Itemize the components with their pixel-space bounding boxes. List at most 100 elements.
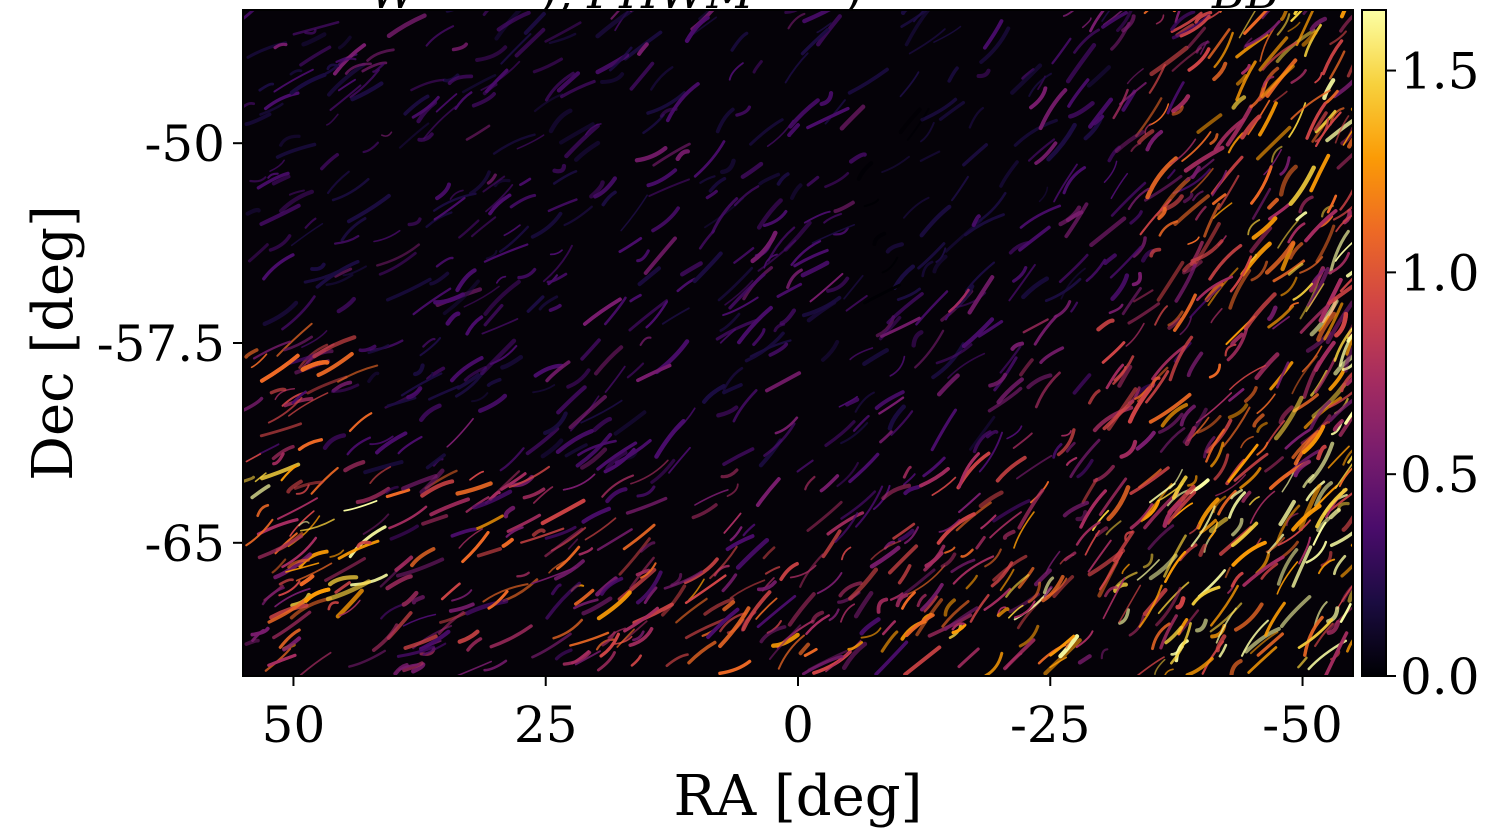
filament-stroke	[722, 600, 736, 612]
filament-stroke	[922, 456, 946, 478]
filament-stroke	[1081, 17, 1092, 29]
filament-stroke	[1290, 89, 1331, 120]
filament-stroke	[261, 586, 285, 606]
filament-stroke	[1010, 63, 1043, 95]
filament-stroke	[343, 460, 366, 473]
filament-stroke	[757, 239, 797, 272]
filament-stroke	[1231, 540, 1267, 567]
filament-stroke	[702, 384, 726, 404]
filament-stroke	[1252, 413, 1265, 428]
filament-stroke	[1262, 75, 1275, 88]
filament-stroke	[852, 414, 870, 432]
filament-stroke	[1291, 503, 1322, 532]
filament-stroke	[1290, 10, 1304, 22]
filament-stroke	[1119, 439, 1138, 459]
filament-stroke	[331, 380, 353, 393]
filament-stroke	[816, 14, 842, 47]
filament-stroke	[1211, 193, 1227, 206]
filament-stroke	[429, 497, 470, 517]
filament-stroke	[630, 654, 642, 667]
filament-stroke	[987, 386, 1023, 413]
filament-stroke	[1145, 370, 1170, 404]
filament-stroke	[1182, 261, 1197, 273]
filament-stroke	[1342, 128, 1353, 146]
filament-stroke	[298, 520, 310, 527]
filament-stroke	[752, 60, 763, 74]
filament-stroke	[1328, 397, 1353, 422]
filament-stroke	[508, 465, 551, 489]
filament-stroke	[675, 597, 708, 624]
filament-stroke	[779, 308, 797, 326]
filament-stroke	[1190, 167, 1214, 194]
filament-stroke	[1051, 37, 1072, 65]
filament-stroke	[931, 342, 966, 380]
filament-stroke	[1323, 302, 1344, 341]
filament-stroke	[1018, 624, 1040, 648]
filament-stroke	[995, 455, 1027, 483]
filament-stroke	[403, 634, 438, 650]
filament-stroke	[608, 46, 633, 72]
filament-stroke	[1189, 286, 1222, 319]
filament-stroke	[1333, 326, 1353, 362]
filament-stroke	[495, 275, 507, 284]
filament-stroke	[1195, 205, 1207, 221]
filament-stroke	[971, 214, 981, 228]
filament-stroke	[505, 526, 524, 538]
filament-stroke	[523, 11, 546, 35]
filament-stroke	[1345, 375, 1353, 386]
filament-stroke	[1275, 504, 1301, 544]
filament-stroke	[564, 123, 600, 159]
filament-stroke	[992, 499, 1031, 523]
filament-stroke	[259, 422, 303, 438]
filament-stroke	[257, 534, 304, 560]
filament-stroke	[1067, 78, 1090, 108]
filament-stroke	[840, 421, 869, 445]
filament-stroke	[1184, 426, 1197, 447]
filament-stroke	[343, 500, 378, 512]
filament-stroke	[1062, 500, 1090, 518]
filament-stroke	[299, 45, 332, 67]
filament-stroke	[1316, 311, 1337, 342]
filament-stroke	[1290, 69, 1307, 84]
filament-stroke	[451, 589, 473, 602]
filament-stroke	[574, 650, 601, 666]
filament-stroke	[779, 562, 799, 581]
filament-stroke	[1076, 458, 1094, 479]
filament-stroke	[902, 196, 930, 219]
filament-stroke	[601, 190, 617, 207]
filament-stroke	[1027, 138, 1056, 162]
filament-stroke	[1326, 194, 1338, 214]
filament-stroke	[426, 366, 446, 381]
filament-stroke	[1328, 229, 1350, 275]
filament-stroke	[1008, 241, 1030, 255]
filament-stroke	[800, 260, 830, 278]
filament-stroke	[1148, 392, 1192, 424]
filament-stroke	[1203, 436, 1216, 459]
filament-stroke	[568, 394, 607, 430]
filament-stroke	[285, 562, 320, 573]
filament-stroke	[720, 468, 739, 479]
filament-stroke	[1016, 454, 1053, 480]
filament-stroke	[267, 172, 279, 179]
filament-stroke	[1171, 94, 1191, 114]
filament-stroke	[1077, 654, 1092, 665]
filament-stroke	[1196, 113, 1223, 134]
filament-stroke	[410, 78, 445, 92]
filament-stroke	[1209, 584, 1239, 627]
filament-stroke	[904, 10, 931, 47]
filament-stroke	[468, 170, 491, 196]
filament-stroke	[361, 61, 388, 73]
filament-stroke	[1217, 174, 1240, 210]
filament-stroke	[552, 618, 584, 640]
filament-stroke	[421, 514, 449, 526]
filament-stroke	[1038, 186, 1049, 203]
filament-stroke	[589, 180, 605, 199]
filament-stroke	[325, 579, 372, 602]
y-tick-label: -65	[144, 515, 225, 573]
x-tick-label: -50	[1262, 696, 1343, 754]
filament-stroke	[532, 384, 556, 394]
filament-stroke	[1091, 114, 1105, 126]
filament-stroke	[243, 102, 256, 108]
filament-stroke	[1098, 551, 1124, 591]
filament-stroke	[1118, 584, 1142, 623]
